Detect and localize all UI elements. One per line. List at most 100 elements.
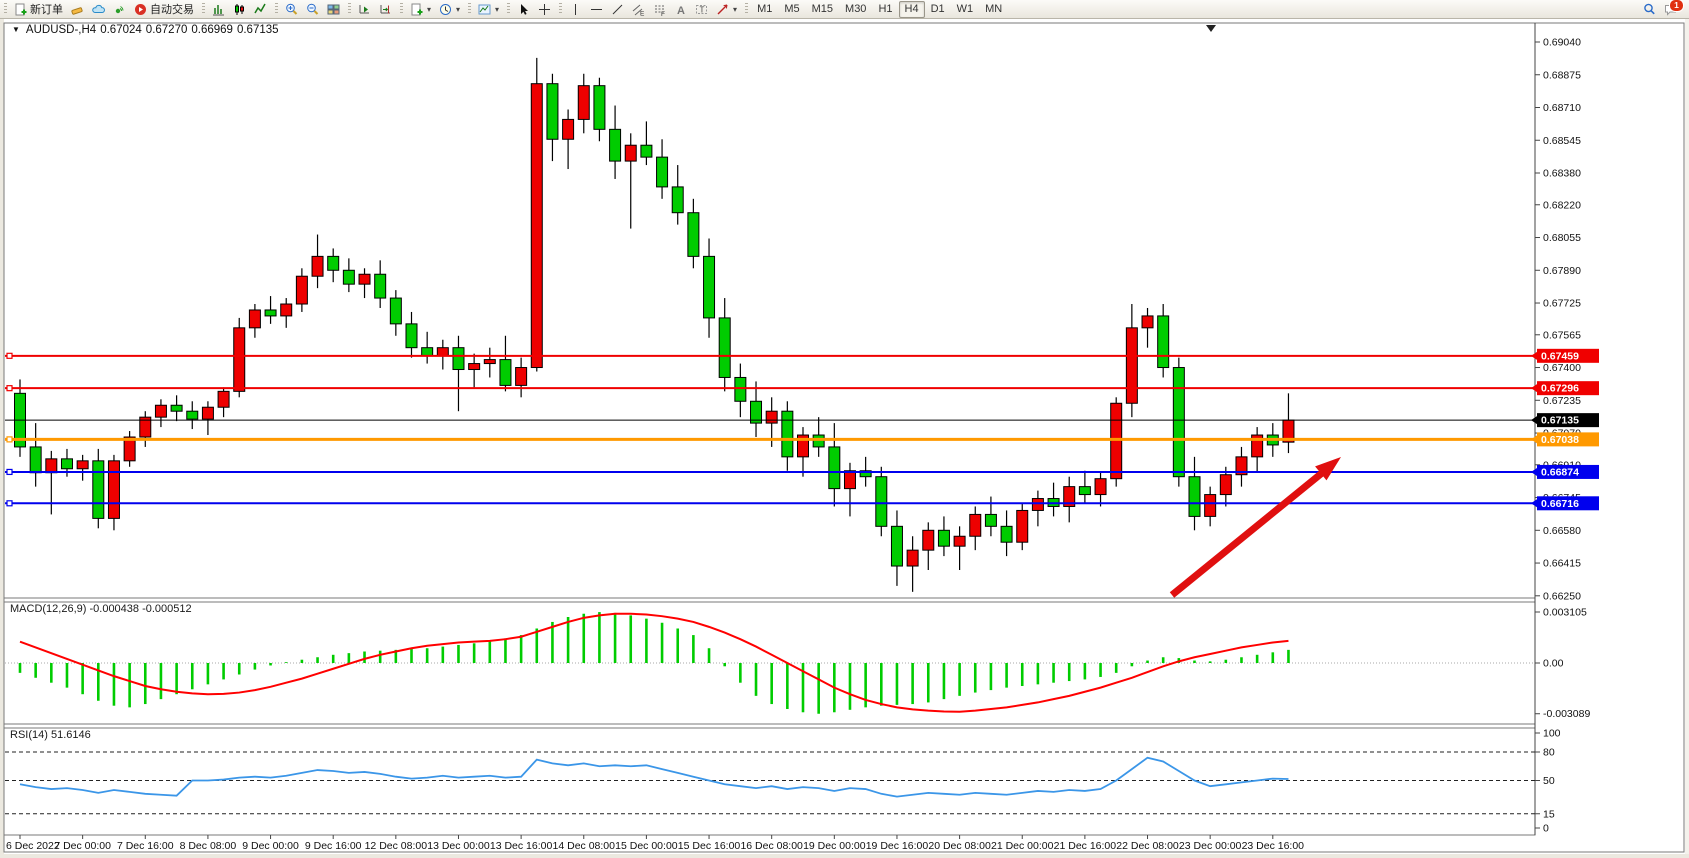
text-label-button[interactable]: T xyxy=(691,0,712,18)
price-tag-0.67135: 0.67135 xyxy=(1531,413,1599,428)
time-tick-label: 15 Dec 16:00 xyxy=(678,840,741,852)
candle-down xyxy=(389,297,402,325)
candlestick-chart-button[interactable] xyxy=(229,0,250,18)
timeframe-w1-button[interactable]: W1 xyxy=(956,3,974,15)
candle-down xyxy=(984,513,997,527)
chart-shift-button[interactable] xyxy=(375,0,396,18)
labelT-icon: T xyxy=(696,4,708,14)
template-button[interactable]: ▾ xyxy=(474,0,503,18)
new-chart-button[interactable]: ▾ xyxy=(406,0,435,18)
chart-canvas[interactable]: 0.69040 0.68875 0.68710 0.68545 0.68380 0.682… xyxy=(0,18,1689,858)
toolbar-group-handle xyxy=(275,3,278,15)
candle-up xyxy=(1094,478,1107,496)
timeframe-mn-button[interactable]: MN xyxy=(985,3,1003,15)
timeframe-m5-button[interactable]: M5 xyxy=(784,3,800,15)
trendline-button[interactable] xyxy=(607,0,628,18)
time-tick-label: 14 Dec 08:00 xyxy=(553,840,616,852)
time-tick-label: 19 Dec 00:00 xyxy=(803,840,866,852)
svg-text:0.67135: 0.67135 xyxy=(1541,415,1579,427)
candle-up xyxy=(1141,315,1154,329)
price-line-0.67296[interactable] xyxy=(5,385,1535,392)
profiles-button[interactable]: ▾ xyxy=(435,0,464,18)
candle-down xyxy=(546,83,559,140)
timeframe-m1-button[interactable]: M1 xyxy=(757,3,773,15)
crosshair-button[interactable] xyxy=(534,0,555,18)
price-tick-label: 0.67725 xyxy=(1543,298,1581,310)
price-tick-label: 0.69040 xyxy=(1543,37,1581,49)
candle-down xyxy=(593,85,606,130)
candle-up xyxy=(953,535,966,547)
arrows-button[interactable]: ▾ xyxy=(712,0,741,18)
svg-text:A: A xyxy=(677,5,685,16)
timeframe-m15-button[interactable]: M15 xyxy=(811,3,834,15)
cloud-sync-button[interactable] xyxy=(88,0,109,18)
horizontal-line-button[interactable] xyxy=(586,0,607,18)
equidistant-channel-button[interactable]: E xyxy=(628,0,649,18)
candle-down xyxy=(671,186,684,214)
line-handle[interactable] xyxy=(6,500,13,507)
time-tick-label: 12 Dec 08:00 xyxy=(365,840,428,852)
ohlc-low: 0.66969 xyxy=(191,24,233,36)
candle-down xyxy=(656,156,669,188)
text-button[interactable]: A xyxy=(670,0,691,18)
price-tick-label: 0.68380 xyxy=(1543,168,1581,180)
tile-windows-button[interactable] xyxy=(323,0,344,18)
line-chart-button[interactable] xyxy=(250,0,271,18)
linechart-icon xyxy=(254,3,266,13)
price-line-0.66874[interactable] xyxy=(5,468,1535,476)
eraser-button[interactable] xyxy=(67,0,88,18)
arrow-annotation[interactable] xyxy=(1169,457,1341,598)
line-handle[interactable] xyxy=(6,352,13,359)
candle-up xyxy=(468,363,481,371)
zoom-in-button[interactable] xyxy=(281,0,302,18)
candle-up xyxy=(201,406,214,420)
line-handle[interactable] xyxy=(6,436,13,443)
candle-down xyxy=(264,309,277,317)
macd-histogram xyxy=(18,612,1290,714)
candle-up xyxy=(969,513,982,537)
search-button[interactable] xyxy=(1639,0,1660,18)
candle-up xyxy=(530,83,543,369)
price-tick-label: 0.67565 xyxy=(1543,329,1581,341)
auto-scroll-button[interactable] xyxy=(354,0,375,18)
chart-menu-icon[interactable]: ▼ xyxy=(12,25,20,34)
line-handle[interactable] xyxy=(6,385,13,392)
time-tick-label: 21 Dec 16:00 xyxy=(1054,840,1117,852)
price-line-0.67038[interactable] xyxy=(5,436,1535,443)
cursor-button[interactable] xyxy=(513,0,534,18)
rsi-scale-label: 0 xyxy=(1543,823,1549,835)
timeframe-m30-button[interactable]: M30 xyxy=(845,3,867,15)
candle-up xyxy=(1125,327,1138,404)
fibonacci-button[interactable]: F xyxy=(649,0,670,18)
bar-chart-button[interactable] xyxy=(208,0,229,18)
toolbar-group-handle xyxy=(468,3,472,15)
chart-title: ▼ AUDUSD-,H4 0.67024 0.67270 0.66969 0.67135 xyxy=(12,24,283,36)
signals-button[interactable] xyxy=(109,0,130,18)
line-handle[interactable] xyxy=(6,468,13,476)
new-order-button[interactable]: 新订单 xyxy=(10,0,67,18)
chart-shift-marker[interactable] xyxy=(1206,25,1216,32)
zoom-out-button[interactable] xyxy=(302,0,323,18)
timeframe-h1-button[interactable]: H1 xyxy=(878,3,893,15)
chevron-down-icon: ▾ xyxy=(427,4,432,14)
price-line-0.67459[interactable] xyxy=(5,352,1535,359)
candle-down xyxy=(29,446,42,474)
auto-trading-button[interactable]: 自动交易 xyxy=(130,0,198,18)
price-tag-0.66716: 0.66716 xyxy=(1531,496,1599,511)
candle-up xyxy=(1063,486,1076,507)
timeframe-h4-button[interactable]: H4 xyxy=(898,0,925,18)
price-axis[interactable]: 0.69040 0.68875 0.68710 0.68545 0.68380 0.682… xyxy=(1535,37,1581,603)
toolbar-group-handle xyxy=(507,3,511,15)
svg-text:F: F xyxy=(661,11,665,16)
vertical-line-button[interactable] xyxy=(565,0,586,18)
timeframe-d1-button[interactable]: D1 xyxy=(930,3,945,15)
toolbar-group-handle xyxy=(348,3,351,15)
chevron-down-icon: ▾ xyxy=(456,4,461,14)
channel-icon: E xyxy=(632,4,645,16)
bars-icon xyxy=(213,4,224,15)
candle-up xyxy=(624,144,637,162)
price-tick-label: 0.68710 xyxy=(1543,102,1581,114)
notifications-button[interactable]: 1 xyxy=(1660,0,1684,18)
candle-down xyxy=(609,128,622,162)
